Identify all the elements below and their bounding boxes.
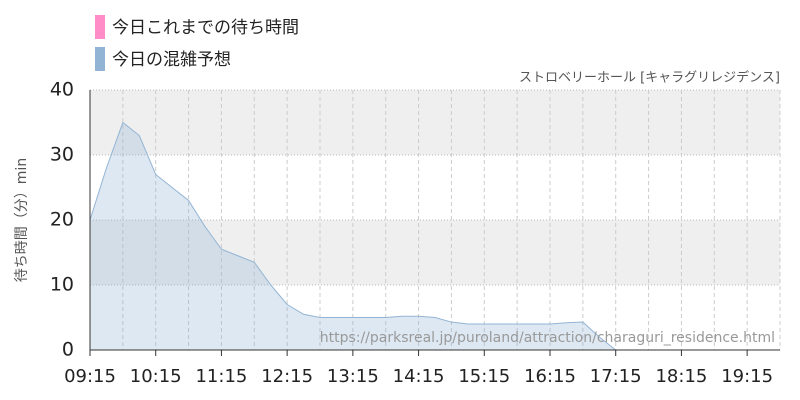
legend-label: 今日の混雑予想: [112, 50, 231, 70]
legend-label: 今日これまでの待ち時間: [112, 18, 299, 38]
grid-band: [90, 220, 780, 285]
legend-swatch: [95, 47, 105, 71]
x-tick-label: 12:15: [261, 366, 313, 387]
y-tick-label: 0: [62, 339, 74, 361]
x-tick-label: 14:15: [393, 366, 445, 387]
x-tick-label: 18:15: [655, 366, 707, 387]
y-tick-label: 10: [50, 274, 74, 296]
x-tick-label: 17:15: [590, 366, 642, 387]
y-tick-label: 20: [50, 209, 74, 231]
area: [90, 122, 780, 350]
y-axis-label: 待ち時間（分）min: [14, 158, 30, 282]
x-tick-label: 16:15: [524, 366, 576, 387]
watermark: https://parksreal.jp/puroland/attraction…: [320, 330, 775, 346]
x-tick-label: 10:15: [130, 366, 182, 387]
x-tick-label: 19:15: [721, 366, 773, 387]
legend-swatch: [95, 15, 105, 39]
y-tick-label: 40: [50, 79, 74, 101]
subtitle: ストロベリーホール [キャラグリレジデンス]: [519, 70, 780, 86]
y-tick-label: 30: [50, 144, 74, 166]
grid-band: [90, 90, 780, 155]
x-tick-label: 13:15: [327, 366, 379, 387]
x-tick-label: 09:15: [64, 366, 116, 387]
x-tick-label: 11:15: [195, 366, 247, 387]
x-tick-label: 15:15: [458, 366, 510, 387]
